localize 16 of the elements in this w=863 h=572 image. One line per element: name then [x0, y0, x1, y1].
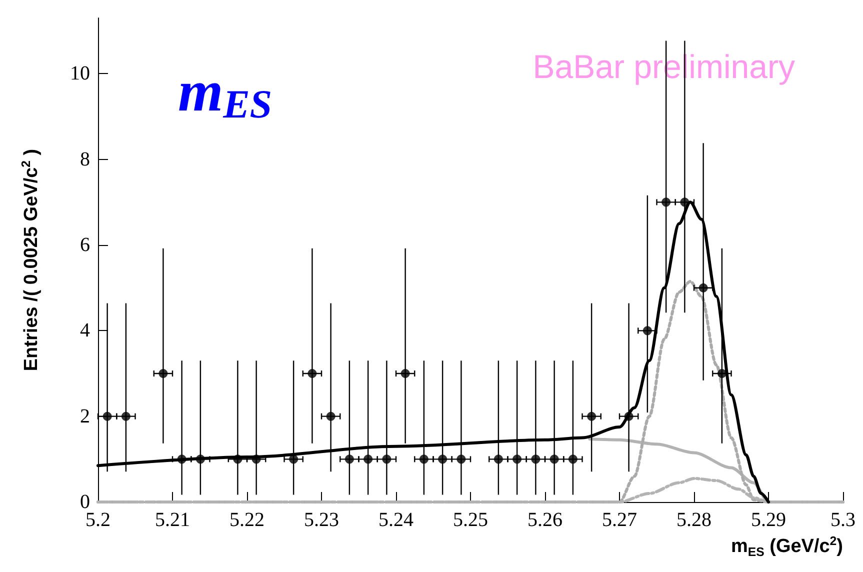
x-tick-label: 5.28 [676, 509, 712, 531]
x-tick-label: 5.29 [751, 509, 786, 531]
x-tick-label: 5.21 [155, 509, 190, 531]
x-tick-label: 5.24 [378, 509, 414, 531]
x-tick-label: 5.25 [453, 509, 488, 531]
y-tick-label: 2 [80, 405, 90, 428]
x-tick-label: 5.22 [230, 509, 264, 531]
x-tick-label: 5.3 [830, 509, 856, 531]
y-axis-title: Entries /( 0.0025 GeV/c2 ) [19, 148, 42, 372]
y-tick-label: 4 [80, 320, 90, 342]
y-tick-label: 10 [70, 62, 90, 85]
x-tick-label: 5.23 [304, 509, 339, 531]
y-tick-label: 8 [80, 148, 90, 170]
x-tick-label: 5.27 [602, 509, 637, 531]
x-tick-label: 5.26 [528, 509, 562, 531]
y-tick-label: 6 [80, 234, 90, 256]
